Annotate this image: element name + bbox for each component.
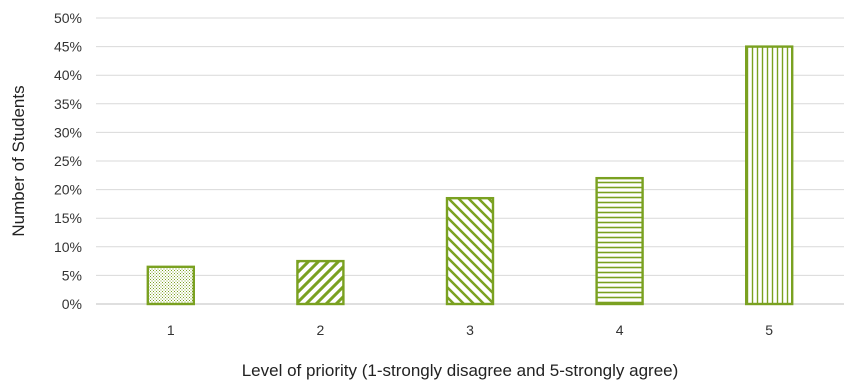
x-tick-label: 5 (765, 322, 773, 338)
y-tick-label: 50% (54, 10, 82, 26)
y-tick-label: 25% (54, 153, 82, 169)
y-tick-label: 5% (62, 267, 82, 283)
x-tick-label: 4 (616, 322, 624, 338)
gridlines (96, 17, 844, 276)
x-tick-label: 1 (167, 322, 175, 338)
bar-4 (595, 176, 644, 306)
bars (146, 45, 794, 306)
y-axis-tick-labels: 0% 5% 10% 15% 20% 25% 30% 35% 40% 45% 50% (54, 10, 82, 312)
x-tick-label: 2 (317, 322, 325, 338)
y-axis-title: Number of Students (9, 85, 28, 236)
bar-2 (296, 259, 345, 306)
y-tick-label: 45% (54, 39, 82, 55)
x-axis-title: Level of priority (1-strongly disagree a… (242, 361, 679, 380)
x-axis-tick-labels: 1 2 3 4 5 (167, 322, 773, 338)
y-tick-label: 20% (54, 182, 82, 198)
y-tick-label: 10% (54, 239, 82, 255)
y-tick-label: 35% (54, 96, 82, 112)
x-tick-label: 3 (466, 322, 474, 338)
y-tick-label: 0% (62, 296, 82, 312)
y-tick-label: 40% (54, 67, 82, 83)
bar-5 (745, 45, 794, 306)
bar-1 (146, 265, 196, 306)
y-tick-label: 15% (54, 210, 82, 226)
y-tick-label: 30% (54, 124, 82, 140)
bar-3 (445, 196, 495, 306)
